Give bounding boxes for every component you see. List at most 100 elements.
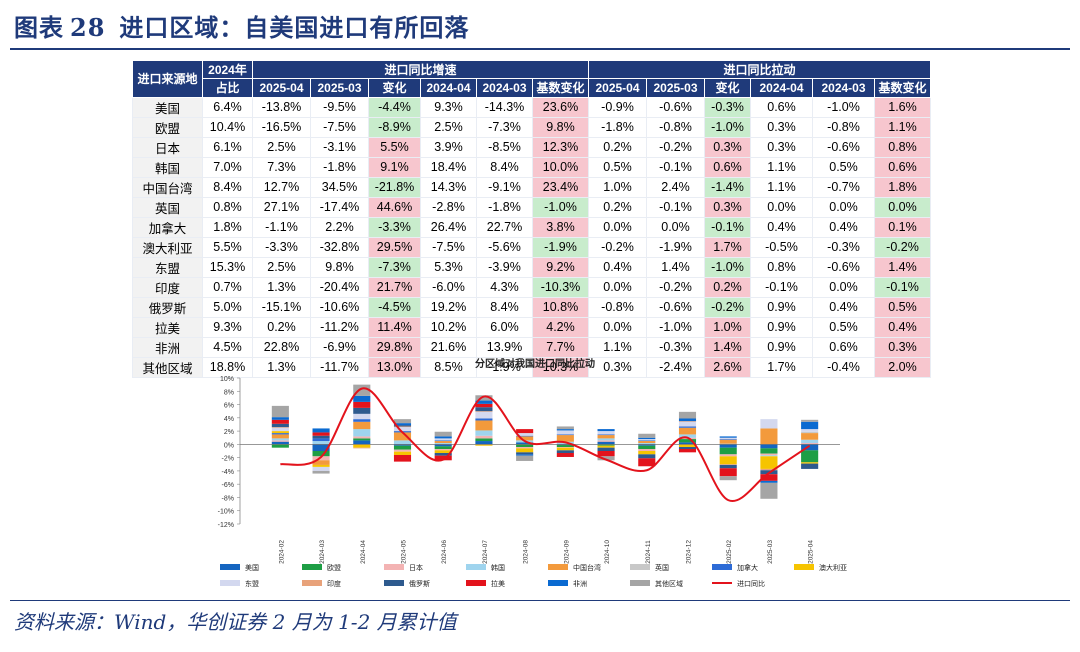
legend-label: 澳大利亚 [819, 563, 847, 572]
subheader-8: 变化 [704, 78, 751, 98]
bar-segment [434, 438, 452, 441]
cell-value: 8.5% [420, 356, 477, 378]
cell-value: 1.1% [750, 176, 813, 198]
cell-region: 澳大利亚 [132, 236, 203, 258]
source-rule [10, 600, 1070, 601]
cell-value: -17.4% [310, 196, 369, 218]
cell-value: -0.6% [812, 136, 875, 158]
header-group-growth: 进口同比增速 [252, 59, 589, 80]
cell-value: 26.4% [420, 216, 477, 238]
table-row: 加拿大 1.8% -1.1% 2.2% -3.3% 26.4% 22.7% 3.8% 0.0% 0… [132, 216, 931, 238]
bar-segment [638, 458, 656, 467]
cell-value: 0.4% [812, 216, 875, 238]
cell-value: 0.0% [588, 316, 647, 338]
subheader-9: 2024-04 [750, 78, 813, 98]
y-tick-label: -2% [222, 456, 234, 463]
bar-segment [719, 439, 737, 440]
bar-segment [434, 440, 452, 442]
cell-value: 0.0% [750, 196, 813, 218]
cell-value: 1.0% [588, 176, 647, 198]
bar-segment [678, 421, 697, 427]
cell-value: -0.8% [646, 116, 705, 138]
cell-region: 韩国 [132, 156, 203, 178]
line-import-yoy [280, 387, 811, 502]
bar-segment [312, 451, 330, 457]
legend-swatch [548, 580, 568, 586]
bar-segment [353, 395, 371, 402]
bar-segment [271, 427, 289, 428]
cell-share: 6.1% [202, 136, 253, 158]
legend-label: 印度 [327, 579, 341, 588]
x-tick-label: 2024-05 [401, 540, 408, 564]
x-tick-label: 2024-12 [686, 540, 693, 564]
bar-segment [801, 463, 819, 469]
bar-segment [556, 445, 574, 448]
chart-title: 分区域对我国进口同比拉动 [475, 357, 595, 370]
cell-value: -0.2% [646, 276, 705, 298]
bar-segment [678, 442, 697, 445]
cell-value: 0.6% [704, 156, 751, 178]
bar-segment [760, 468, 778, 471]
cell-value: 23.4% [532, 176, 589, 198]
x-tick-label: 2024-02 [278, 540, 285, 564]
bar-segment [719, 468, 737, 477]
cell-value: -14.3% [476, 96, 533, 118]
bar-segment [312, 460, 330, 465]
subheader-2: 变化 [368, 78, 421, 98]
cell-value: 1.1% [750, 156, 813, 178]
figure-title: 图表 28 进口区域：自美国进口有所回落 [14, 8, 469, 43]
y-tick-label: 2% [224, 429, 234, 436]
legend-swatch [712, 564, 732, 570]
cell-value: 0.8% [874, 136, 931, 158]
cell-region: 印度 [132, 276, 203, 298]
cell-value: 44.6% [368, 196, 421, 218]
y-tick-label: 10% [220, 376, 234, 383]
cell-value: 0.9% [750, 296, 813, 318]
bar-segment [801, 419, 819, 422]
subheader-3: 2024-04 [420, 78, 477, 98]
table-row: 俄罗斯 5.0% -15.1% -10.6% -4.5% 19.2% 8.4% 10.8% -0… [132, 296, 931, 318]
bar-segment [271, 405, 289, 418]
bar-segment [597, 435, 615, 439]
bar-segment [719, 464, 737, 469]
subheader-7: 2025-03 [646, 78, 705, 98]
cell-value: -7.5% [310, 116, 369, 138]
cell-value: 1.0% [704, 316, 751, 338]
bar-segment [801, 433, 819, 440]
legend-swatch [794, 564, 814, 570]
cell-value: -0.2% [646, 136, 705, 158]
cell-region: 美国 [132, 96, 203, 118]
bar-segment [271, 434, 289, 439]
bar-segment [353, 436, 371, 439]
bar-segment [516, 442, 534, 445]
bar-segment [801, 443, 819, 445]
cell-value: 11.4% [368, 316, 421, 338]
bar-segment [516, 454, 534, 456]
subheader-4: 2024-03 [476, 78, 533, 98]
cell-value: -11.2% [310, 316, 369, 338]
bar-segment [353, 438, 371, 441]
cell-region: 欧盟 [132, 116, 203, 138]
bar-segment [678, 427, 697, 435]
y-tick-label: -4% [222, 469, 234, 476]
cell-value: -1.0% [646, 316, 705, 338]
cell-value: -1.0% [532, 196, 589, 218]
bar-segment [353, 384, 371, 396]
cell-value: -9.5% [310, 96, 369, 118]
bar-segment [760, 448, 778, 454]
cell-value: 0.3% [704, 136, 751, 158]
cell-value: 19.2% [420, 296, 477, 318]
cell-region: 东盟 [132, 256, 203, 278]
cell-value: -9.1% [476, 176, 533, 198]
bar-segment [719, 444, 737, 448]
cell-value: 1.1% [874, 116, 931, 138]
bar-segment [556, 434, 574, 436]
cell-value: 5.3% [420, 256, 477, 278]
bar-segment [434, 450, 452, 453]
legend-label: 拉美 [491, 579, 505, 588]
cell-value: -4.5% [368, 296, 421, 318]
subheader-row: 占比 2025-04 2025-03 变化 2024-04 2024-03 基数变化 202… [133, 78, 931, 98]
bar-segment [678, 439, 697, 443]
cell-value: 5.5% [368, 136, 421, 158]
legend-label: 英国 [655, 563, 669, 572]
